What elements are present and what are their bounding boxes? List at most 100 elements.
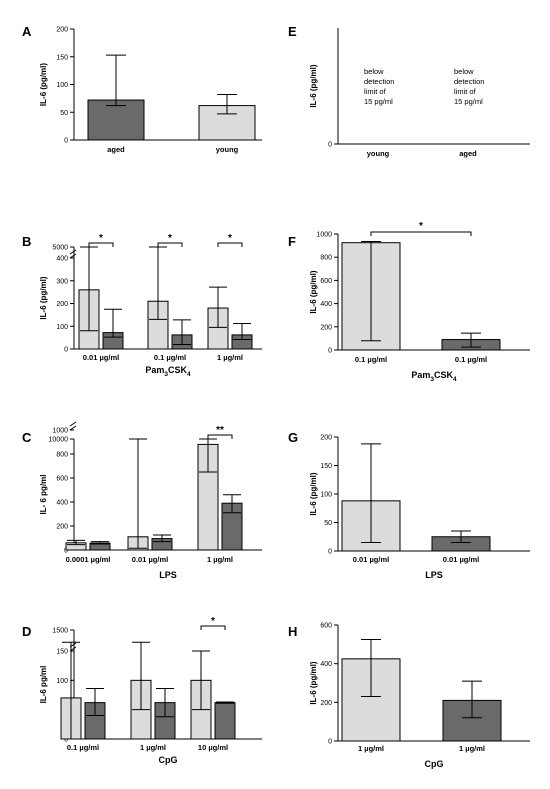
y-axis-label-C: IL- 6 pg/ml bbox=[39, 475, 48, 515]
note-line-E-0-1: detection bbox=[364, 77, 394, 86]
x-axis-label-D: CpG bbox=[159, 755, 178, 765]
significance-bracket-B-0 bbox=[88, 242, 114, 247]
y-tick-label-G-100: 100 bbox=[320, 492, 332, 499]
y-tick-label-F-600: 600 bbox=[320, 278, 332, 285]
y-tick-label-D-100: 100 bbox=[56, 678, 68, 685]
category-label-A-0: aged bbox=[107, 145, 125, 154]
significance-bracket-C-0 bbox=[207, 434, 233, 439]
panel-letter-F: F bbox=[288, 234, 296, 249]
y-tick-label-C-200: 200 bbox=[56, 524, 68, 531]
note-line-E-1-3: 15 pg/ml bbox=[454, 97, 483, 106]
category-label-B-0: 0.01 µg/ml bbox=[83, 353, 119, 362]
x-axis-label-F: Pam3CSK4 bbox=[411, 370, 457, 383]
y-tick-label-B-100: 100 bbox=[56, 324, 68, 331]
category-label-D-1: 1 µg/ml bbox=[140, 743, 166, 752]
y-tick-label-B-400: 400 bbox=[56, 256, 68, 263]
axis-break-B bbox=[69, 253, 77, 259]
axis-break-C bbox=[69, 421, 77, 427]
y-tick-label-C-600: 600 bbox=[56, 476, 68, 483]
significance-label-C-0: ** bbox=[216, 425, 224, 436]
category-label-D-0: 0.1 µg/ml bbox=[67, 743, 99, 752]
y-axis-label-F: IL-6 (pg/ml) bbox=[309, 270, 318, 313]
y-tick-label-F-1000: 1000 bbox=[316, 232, 332, 239]
significance-bracket-D-0 bbox=[200, 625, 226, 630]
note-line-E-0-0: below bbox=[364, 67, 384, 76]
x-axis-label-B: Pam3CSK4 bbox=[145, 365, 191, 378]
y-tick-label-E-0: 0 bbox=[328, 142, 332, 149]
category-label-F-1: 0.1 µg/ml bbox=[455, 355, 487, 364]
category-label-B-2: 1 µg/ml bbox=[217, 353, 243, 362]
panel-letter-E: E bbox=[288, 24, 297, 39]
category-label-C-0: 0.0001 µg/ml bbox=[66, 555, 111, 564]
significance-bracket-B-2 bbox=[217, 242, 243, 247]
y-tick-label-break-C: 10000 bbox=[49, 437, 69, 444]
category-label-H-1: 1 µg/ml bbox=[459, 744, 485, 753]
category-label-C-1: 0.01 µg/ml bbox=[132, 555, 168, 564]
note-line-E-1-1: detection bbox=[454, 77, 484, 86]
category-label-E-0: young bbox=[367, 149, 390, 158]
y-tick-label-H-0: 0 bbox=[328, 739, 332, 746]
y-tick-label-D-150: 150 bbox=[56, 649, 68, 656]
category-label-G-1: 0.01 µg/ml bbox=[443, 555, 479, 564]
panel-letter-G: G bbox=[288, 430, 298, 445]
y-tick-label-D-0: 0 bbox=[64, 737, 68, 744]
panel-letter-C: C bbox=[22, 430, 32, 445]
axis-break-C bbox=[69, 425, 77, 431]
y-tick-label-C-0: 0 bbox=[64, 548, 68, 555]
category-label-F-0: 0.1 µg/ml bbox=[355, 355, 387, 364]
y-tick-label-H-600: 600 bbox=[320, 623, 332, 630]
note-line-E-0-3: 15 pg/ml bbox=[364, 97, 393, 106]
y-tick-label-A-150: 150 bbox=[56, 54, 68, 61]
panel-letter-H: H bbox=[288, 624, 297, 639]
note-line-E-1-0: below bbox=[454, 67, 474, 76]
y-tick-label-A-0: 0 bbox=[64, 138, 68, 145]
y-tick-label-B-0: 0 bbox=[64, 347, 68, 354]
y-tick-label-C-400: 400 bbox=[56, 500, 68, 507]
category-label-C-2: 1 µg/ml bbox=[207, 555, 233, 564]
axis-break-B bbox=[69, 249, 77, 255]
y-tick-label-A-200: 200 bbox=[56, 27, 68, 34]
y-tick-label-B-300: 300 bbox=[56, 278, 68, 285]
category-label-B-1: 0.1 µg/ml bbox=[154, 353, 186, 362]
category-label-E-1: aged bbox=[459, 149, 477, 158]
panel-letter-B: B bbox=[22, 234, 31, 249]
significance-label-D-0: * bbox=[211, 616, 215, 627]
category-label-A-1: young bbox=[216, 145, 239, 154]
y-axis-label-D: IL-6 pg/ml bbox=[39, 666, 48, 704]
y-tick-label-G-50: 50 bbox=[324, 520, 332, 527]
y-tick-label-B-200: 200 bbox=[56, 301, 68, 308]
y-tick-label-G-200: 200 bbox=[320, 435, 332, 442]
bar-A-0 bbox=[87, 99, 145, 141]
significance-label-B-2: * bbox=[228, 233, 232, 244]
y-tick-label-F-400: 400 bbox=[320, 301, 332, 308]
bar-D-2-1 bbox=[214, 702, 236, 740]
x-axis-label-H: CpG bbox=[425, 759, 444, 769]
y-tick-label-C-1000: 1000 bbox=[52, 428, 68, 435]
category-label-H-0: 1 µg/ml bbox=[358, 744, 384, 753]
category-label-G-0: 0.01 µg/ml bbox=[353, 555, 389, 564]
note-line-E-1-2: limit of bbox=[454, 87, 477, 96]
category-label-D-2: 10 µg/ml bbox=[198, 743, 228, 752]
significance-bracket-B-1 bbox=[157, 242, 183, 247]
y-tick-label-F-800: 800 bbox=[320, 255, 332, 262]
y-tick-label-break-B: 5000 bbox=[52, 245, 68, 252]
y-tick-label-H-200: 200 bbox=[320, 700, 332, 707]
significance-bracket-F-0 bbox=[370, 231, 472, 236]
significance-label-F-0: * bbox=[419, 221, 423, 232]
x-axis-label-C: LPS bbox=[159, 570, 177, 580]
y-axis-label-E: IL-6 (pg/ml) bbox=[309, 64, 318, 107]
y-tick-label-F-200: 200 bbox=[320, 324, 332, 331]
y-tick-label-F-0: 0 bbox=[328, 348, 332, 355]
y-tick-label-A-50: 50 bbox=[60, 110, 68, 117]
y-axis-label-G: IL-6 (pg/ml) bbox=[309, 472, 318, 515]
y-tick-label-A-100: 100 bbox=[56, 82, 68, 89]
y-tick-label-G-150: 150 bbox=[320, 463, 332, 470]
y-tick-label-C-800: 800 bbox=[56, 452, 68, 459]
y-axis-label-B: IL-6 (pg/ml) bbox=[39, 276, 48, 319]
x-axis-label-G: LPS bbox=[425, 570, 443, 580]
panel-letter-A: A bbox=[22, 24, 32, 39]
y-axis-label-H: IL-6 (pg/ml) bbox=[309, 661, 318, 704]
y-tick-label-break-D: 1500 bbox=[52, 628, 68, 635]
y-tick-label-H-400: 400 bbox=[320, 661, 332, 668]
